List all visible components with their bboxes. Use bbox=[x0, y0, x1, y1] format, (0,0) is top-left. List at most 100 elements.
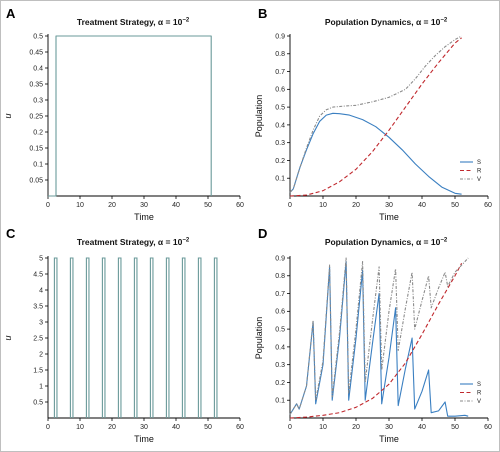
x-tick-label: 40 bbox=[172, 424, 180, 431]
x-tick-label: 40 bbox=[172, 202, 180, 209]
x-tick-label: 60 bbox=[484, 202, 492, 209]
x-tick-label: 60 bbox=[484, 424, 492, 431]
x-tick-label: 0 bbox=[46, 202, 50, 209]
x-tick-label: 40 bbox=[418, 202, 426, 209]
legend-label: V bbox=[477, 399, 481, 405]
y-tick-label: 0.1 bbox=[33, 161, 43, 168]
treatment-pulse bbox=[197, 257, 202, 418]
x-axis-label: Time bbox=[379, 212, 399, 222]
panel-a: A Treatment Strategy, α = 10−2 0 10 20 30 40 50… bbox=[3, 6, 244, 222]
y-tick-label: 0.3 bbox=[33, 97, 43, 104]
y-tick-label: 1 bbox=[39, 383, 43, 390]
panel-title-main: Treatment Strategy, α = 10 bbox=[77, 237, 183, 247]
series-line-r bbox=[289, 37, 462, 197]
x-tick-label: 50 bbox=[204, 424, 212, 431]
y-tick-label: 0.7 bbox=[275, 291, 285, 298]
treatment-pulse bbox=[117, 257, 122, 418]
y-tick-label: 2.5 bbox=[33, 335, 43, 342]
y-tick-label: 0.4 bbox=[275, 122, 285, 129]
y-tick-label: 0.3 bbox=[275, 140, 285, 147]
x-tick-label: 20 bbox=[352, 202, 360, 209]
x-tick-label: 60 bbox=[236, 424, 244, 431]
legend-label: V bbox=[477, 177, 481, 183]
legend-label: R bbox=[477, 169, 482, 175]
series-line-v bbox=[289, 257, 469, 415]
x-tick-label: 20 bbox=[352, 424, 360, 431]
x-axis-label: Time bbox=[134, 212, 154, 222]
y-tick-label: 0.8 bbox=[275, 273, 285, 280]
y-tick-label: 0.2 bbox=[275, 158, 285, 165]
panel-b: B Population Dynamics, α = 10−2 0 10 20 30 40 5… bbox=[254, 6, 492, 222]
x-tick-label: 0 bbox=[288, 202, 292, 209]
panel-title-exponent: −2 bbox=[440, 18, 448, 24]
series-line-0 bbox=[48, 35, 212, 197]
x-tick-label: 30 bbox=[140, 202, 148, 209]
x-tick-label: 30 bbox=[385, 424, 393, 431]
treatment-pulse bbox=[53, 257, 58, 418]
x-axis-label: Time bbox=[379, 434, 399, 444]
y-tick-label: 0.5 bbox=[275, 327, 285, 334]
x-tick-label: 10 bbox=[319, 424, 327, 431]
panel-letter: C bbox=[6, 226, 16, 241]
panel-title-exponent: −2 bbox=[182, 18, 190, 24]
y-tick-label: 4 bbox=[39, 287, 43, 294]
y-tick-label: 0.2 bbox=[275, 380, 285, 387]
x-tick-label: 20 bbox=[108, 202, 116, 209]
y-tick-label: 0.4 bbox=[275, 344, 285, 351]
y-tick-label: 0.2 bbox=[33, 129, 43, 136]
panel-letter: A bbox=[6, 6, 16, 21]
x-tick-label: 50 bbox=[451, 202, 459, 209]
y-tick-label: 0.7 bbox=[275, 69, 285, 76]
legend-label: R bbox=[477, 391, 482, 397]
panel-title-main: Population Dynamics, α = 10 bbox=[325, 17, 441, 27]
y-tick-label: 0.5 bbox=[33, 399, 43, 406]
x-tick-label: 10 bbox=[76, 202, 84, 209]
panel-title-exponent: −2 bbox=[440, 238, 448, 244]
x-axis-label: Time bbox=[134, 434, 154, 444]
y-tick-label: 3.5 bbox=[33, 303, 43, 310]
y-tick-label: 0.05 bbox=[29, 177, 43, 184]
x-tick-label: 50 bbox=[451, 424, 459, 431]
panel-title-exponent: −2 bbox=[182, 238, 190, 244]
treatment-pulse bbox=[85, 257, 90, 418]
series-line-v bbox=[289, 35, 462, 193]
y-tick-label: 5 bbox=[39, 255, 43, 262]
panel-letter: B bbox=[258, 6, 267, 21]
y-tick-label: 4.5 bbox=[33, 271, 43, 278]
treatment-pulse bbox=[213, 257, 218, 418]
y-tick-label: 0.5 bbox=[275, 105, 285, 112]
y-axis-label: u bbox=[3, 113, 13, 118]
x-tick-label: 30 bbox=[385, 202, 393, 209]
y-tick-label: 0.8 bbox=[275, 51, 285, 58]
y-axis-label: Population bbox=[254, 317, 264, 360]
y-axis-label: u bbox=[3, 335, 13, 340]
series-line-s bbox=[289, 261, 469, 417]
y-tick-label: 0.4 bbox=[33, 65, 43, 72]
y-tick-label: 0.9 bbox=[275, 33, 285, 40]
panel-title: Treatment Strategy, α = 10−2 bbox=[77, 237, 190, 247]
panel-d: D Population Dynamics, α = 10−2 0 10 20 30 40 5… bbox=[254, 226, 492, 444]
legend-label: S bbox=[477, 160, 481, 166]
y-tick-label: 0.25 bbox=[29, 113, 43, 120]
treatment-pulse bbox=[69, 257, 74, 418]
y-tick-label: 0.35 bbox=[29, 81, 43, 88]
x-tick-label: 40 bbox=[418, 424, 426, 431]
y-tick-label: 0.6 bbox=[275, 87, 285, 94]
x-tick-label: 20 bbox=[108, 424, 116, 431]
x-tick-label: 60 bbox=[236, 202, 244, 209]
x-tick-label: 10 bbox=[319, 202, 327, 209]
y-axis-label: Population bbox=[254, 95, 264, 138]
y-tick-label: 0.15 bbox=[29, 145, 43, 152]
x-tick-label: 50 bbox=[204, 202, 212, 209]
x-tick-label: 30 bbox=[140, 424, 148, 431]
y-tick-label: 1.5 bbox=[33, 367, 43, 374]
panel-letter: D bbox=[258, 226, 267, 241]
legend-label: S bbox=[477, 382, 481, 388]
y-tick-label: 3 bbox=[39, 319, 43, 326]
y-tick-label: 0.9 bbox=[275, 255, 285, 262]
treatment-pulse bbox=[149, 257, 154, 418]
y-tick-label: 0.3 bbox=[275, 362, 285, 369]
panel-title-main: Population Dynamics, α = 10 bbox=[325, 237, 441, 247]
x-tick-label: 0 bbox=[288, 424, 292, 431]
